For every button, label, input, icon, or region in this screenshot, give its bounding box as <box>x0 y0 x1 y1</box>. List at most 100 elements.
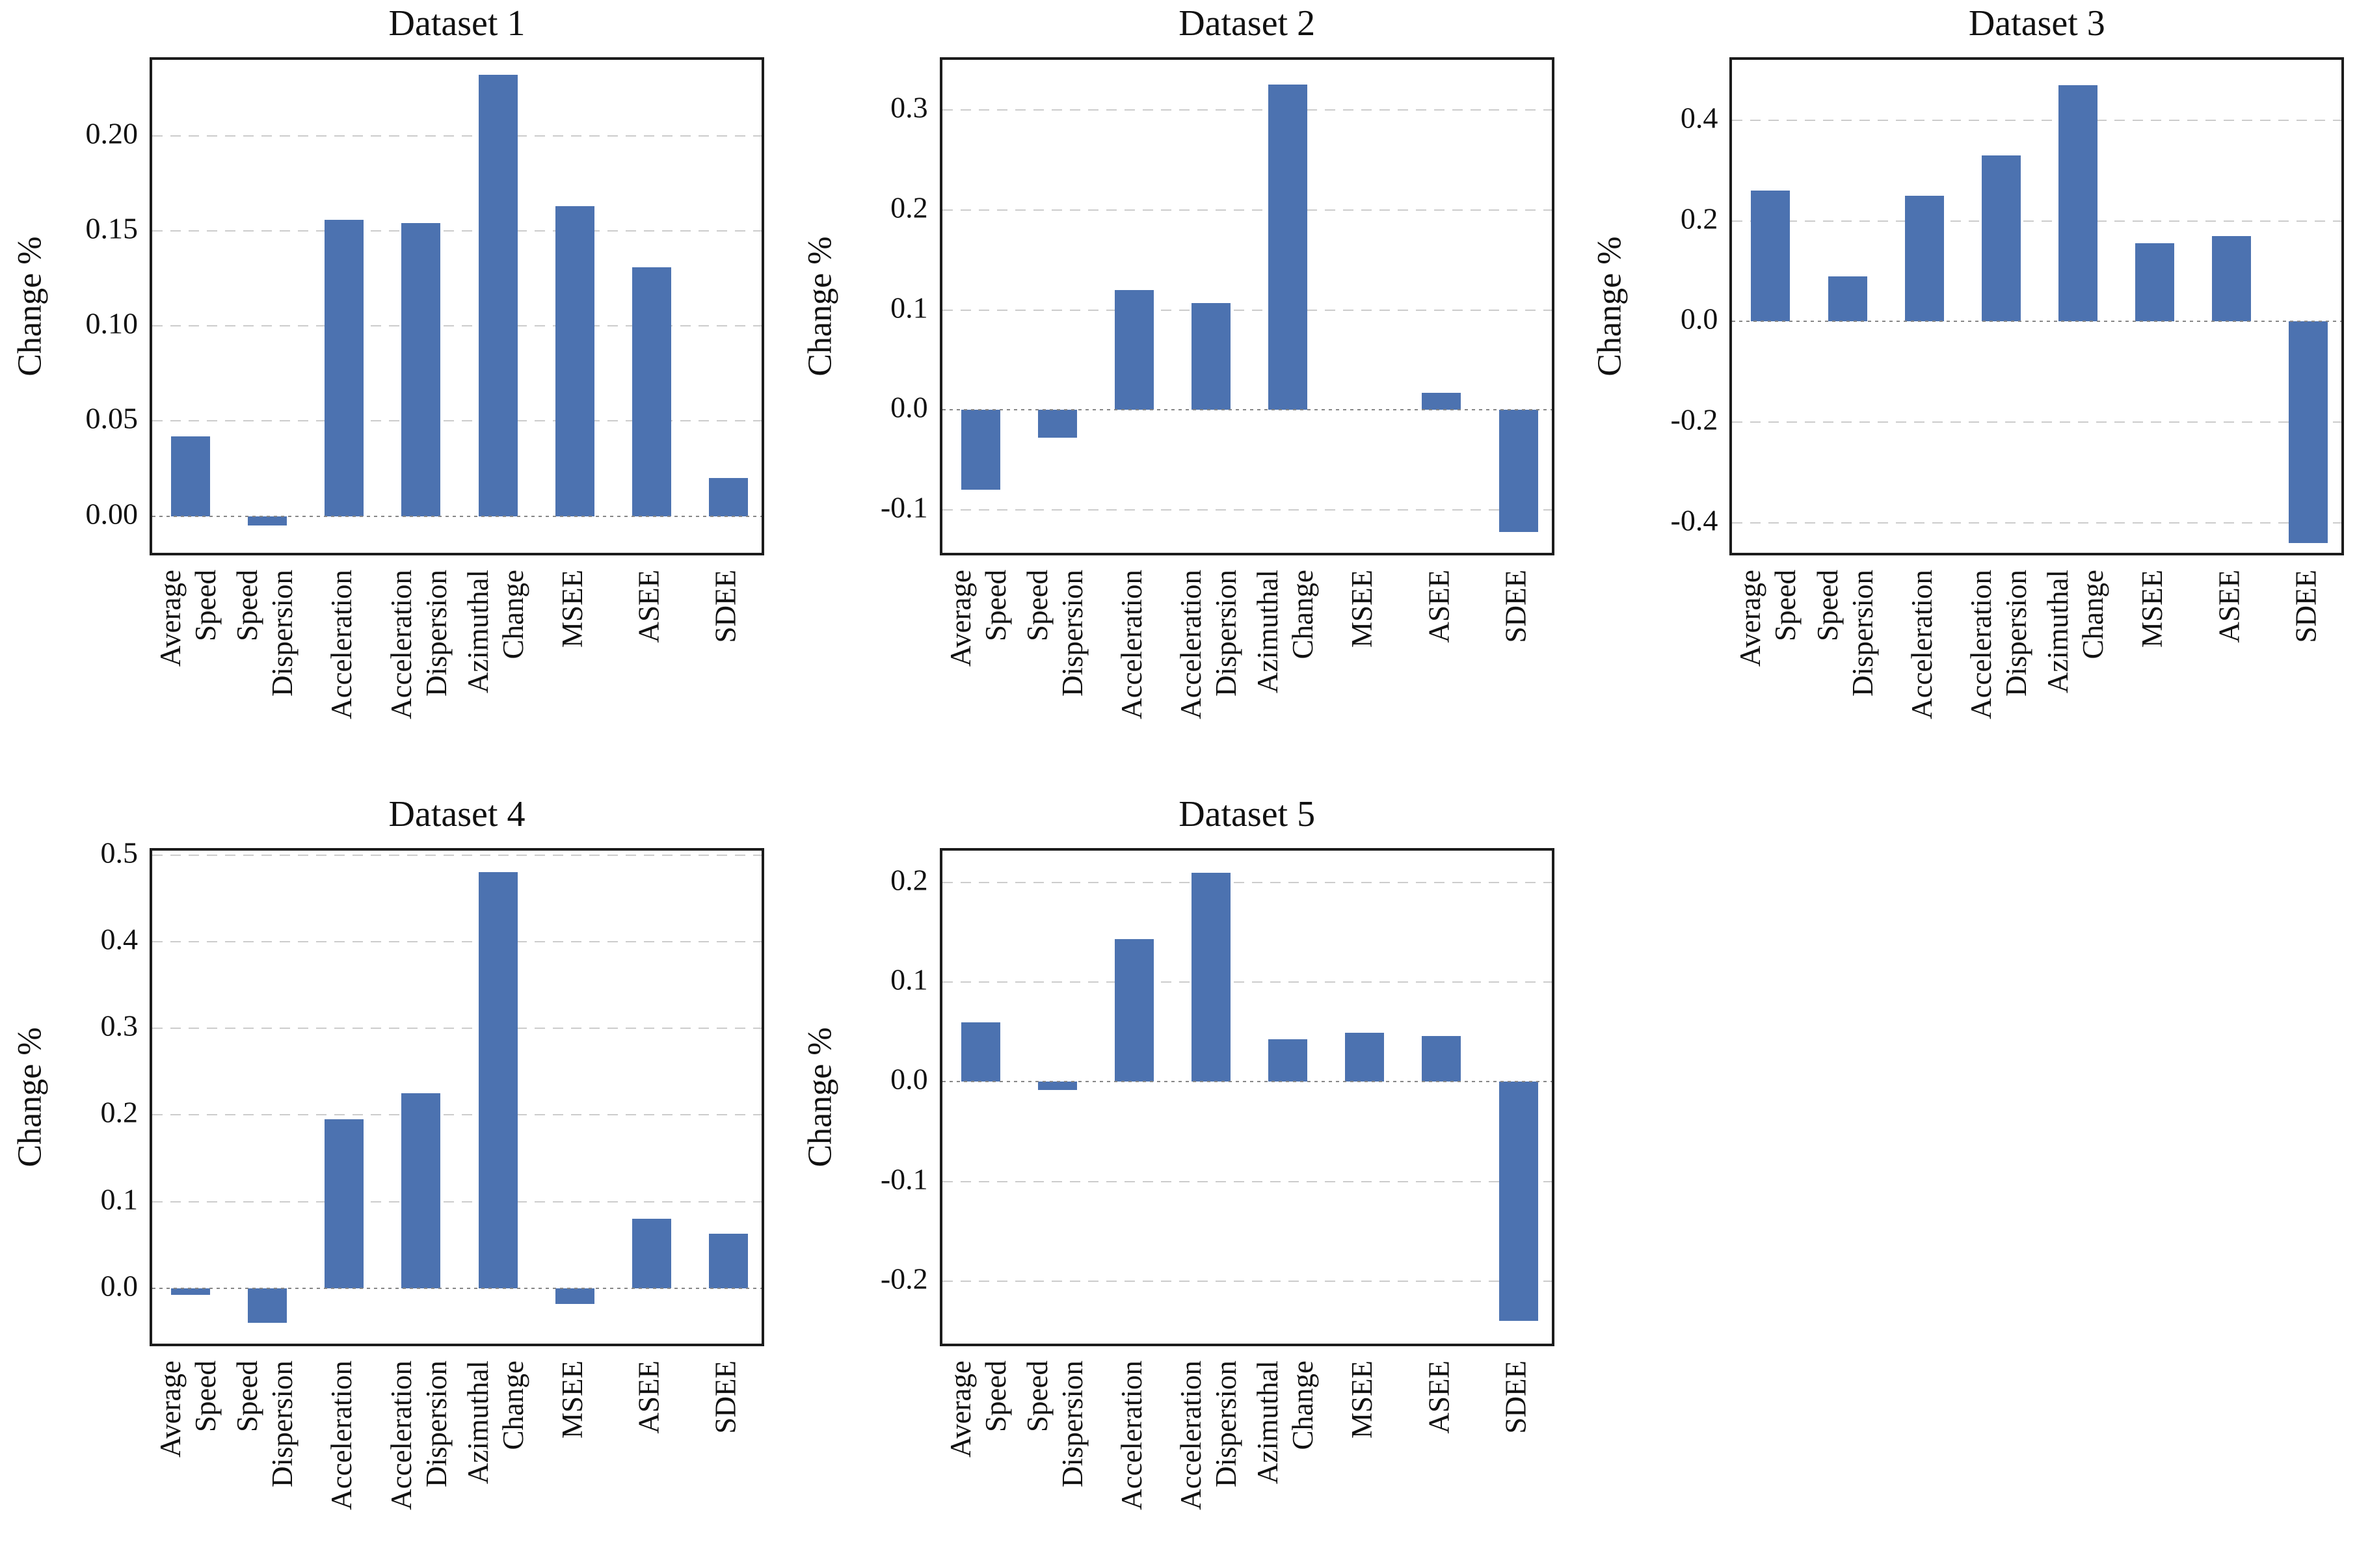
xtick-label-acceleration: Acceleration <box>1905 570 1938 719</box>
xtick-label-average-speed: Average Speed <box>1734 570 1802 667</box>
gridline <box>152 1201 762 1203</box>
gridline <box>152 325 762 327</box>
ytick-label: 0.0 <box>890 390 928 424</box>
ytick-label: 0.2 <box>890 863 928 897</box>
gridline <box>152 854 762 856</box>
gridline <box>942 1280 1552 1282</box>
xtick-label-sdee: SDEE <box>709 1361 742 1434</box>
xtick-label-acceleration-dispersion: Acceleration Dispersion <box>1175 570 1243 719</box>
y-axis-label: Change % <box>11 1027 49 1167</box>
xtick-label-azimuthal-change: Azimuthal Change <box>2041 570 2109 693</box>
ytick-label: 0.5 <box>100 836 139 870</box>
gridline <box>152 420 762 422</box>
gridline <box>152 940 762 942</box>
zero-line <box>1732 321 2342 323</box>
chart-title: Dataset 2 <box>1178 3 1316 44</box>
bar-average-speed <box>171 436 211 516</box>
bar-sdee <box>708 1233 748 1288</box>
bar-acceleration <box>1114 289 1154 410</box>
xtick-label-msee: MSEE <box>1346 1361 1379 1439</box>
ytick-label: 0.3 <box>890 90 928 124</box>
bar-average-speed <box>961 410 1000 490</box>
subplot-dataset-4: Dataset 4 0.0 0.1 0.2 0.3 0.4 0.5 Change % Avera… <box>0 791 790 1568</box>
bar-average-speed <box>1751 191 1791 322</box>
xtick-label-acceleration: Acceleration <box>325 570 358 719</box>
bar-asee <box>1422 393 1461 410</box>
ytick-label: 0.1 <box>100 1182 139 1216</box>
plot-area <box>150 57 764 555</box>
ytick-label: 0.10 <box>85 306 139 340</box>
subplot-dataset-3: Dataset 3 -0.4 -0.2 0.0 0.2 0.4 Change % Averag… <box>1580 0 2370 777</box>
bar-acceleration <box>1904 195 1944 322</box>
chart-title: Dataset 5 <box>1178 794 1316 834</box>
ytick-label: -0.2 <box>1670 403 1718 436</box>
ytick-label: 0.4 <box>100 922 139 956</box>
xtick-label-asee: ASEE <box>1422 1361 1456 1434</box>
bar-msee <box>555 206 594 516</box>
bar-acceleration <box>1114 939 1154 1082</box>
ytick-label: 0.15 <box>85 211 139 245</box>
zero-line <box>942 409 1552 411</box>
gridline <box>1732 119 2342 121</box>
ytick-label: 0.2 <box>890 191 928 224</box>
y-axis-label: Change % <box>1591 236 1629 377</box>
xtick-label-sdee: SDEE <box>2289 570 2323 643</box>
ytick-label: -0.2 <box>880 1262 928 1296</box>
plot-area <box>939 57 1554 555</box>
ytick-label: 0.20 <box>85 116 139 150</box>
gridline <box>152 1028 762 1030</box>
ytick-label: 0.05 <box>85 401 139 435</box>
bar-sdee <box>1498 410 1538 532</box>
gridline <box>942 109 1552 111</box>
gridline <box>942 309 1552 311</box>
bar-asee <box>2212 235 2252 322</box>
xtick-label-average-speed: Average Speed <box>154 570 222 667</box>
gridline <box>942 1180 1552 1182</box>
bar-azimuthal-change <box>2058 85 2097 322</box>
xtick-label-speed-dispersion: Speed Dispersion <box>1020 1361 1089 1487</box>
bar-acceleration <box>325 1119 364 1288</box>
gridline <box>942 509 1552 511</box>
bar-speed-dispersion <box>248 1288 287 1323</box>
gridline <box>1732 421 2342 423</box>
bar-asee <box>632 1219 671 1288</box>
bar-sdee <box>1498 1082 1538 1322</box>
subplot-dataset-1: Dataset 1 0.00 0.05 0.10 0.15 0.20 Change % Ave… <box>0 0 790 777</box>
bar-acceleration-dispersion <box>1192 302 1231 410</box>
xtick-label-acceleration: Acceleration <box>325 1361 358 1510</box>
plot-area <box>939 848 1554 1346</box>
bar-average-speed <box>171 1288 211 1296</box>
bar-azimuthal-change <box>478 872 518 1288</box>
ytick-label: 0.2 <box>100 1095 139 1129</box>
xtick-label-acceleration: Acceleration <box>1115 570 1148 719</box>
bar-azimuthal-change <box>1268 1039 1308 1082</box>
xtick-label-acceleration-dispersion: Acceleration Dispersion <box>384 570 453 719</box>
xtick-label-sdee: SDEE <box>709 570 742 643</box>
bar-acceleration-dispersion <box>1192 872 1231 1082</box>
xtick-label-azimuthal-change: Azimuthal Change <box>1251 570 1320 693</box>
ytick-label: 0.0 <box>100 1269 139 1303</box>
xtick-label-msee: MSEE <box>555 1361 589 1439</box>
bar-speed-dispersion <box>248 516 287 526</box>
bar-msee <box>555 1288 594 1304</box>
xtick-label-speed-dispersion: Speed Dispersion <box>1020 570 1089 697</box>
gridline <box>152 1114 762 1116</box>
ytick-label: 0.1 <box>890 291 928 325</box>
xtick-label-azimuthal-change: Azimuthal Change <box>461 1361 529 1484</box>
xtick-label-asee: ASEE <box>1422 570 1456 643</box>
bar-azimuthal-change <box>1268 85 1308 410</box>
bar-acceleration-dispersion <box>401 223 441 516</box>
xtick-label-msee: MSEE <box>1346 570 1379 648</box>
xtick-label-msee: MSEE <box>2136 570 2169 648</box>
xtick-label-sdee: SDEE <box>1499 1361 1532 1434</box>
xtick-label-asee: ASEE <box>632 570 665 643</box>
bar-msee <box>1345 1033 1385 1082</box>
xtick-label-msee: MSEE <box>555 570 589 648</box>
gridline <box>152 135 762 137</box>
bar-speed-dispersion <box>1828 276 1867 322</box>
bar-asee <box>632 267 671 516</box>
xtick-label-acceleration-dispersion: Acceleration Dispersion <box>384 1361 453 1510</box>
xtick-label-sdee: SDEE <box>1499 570 1532 643</box>
bar-acceleration <box>325 219 364 516</box>
